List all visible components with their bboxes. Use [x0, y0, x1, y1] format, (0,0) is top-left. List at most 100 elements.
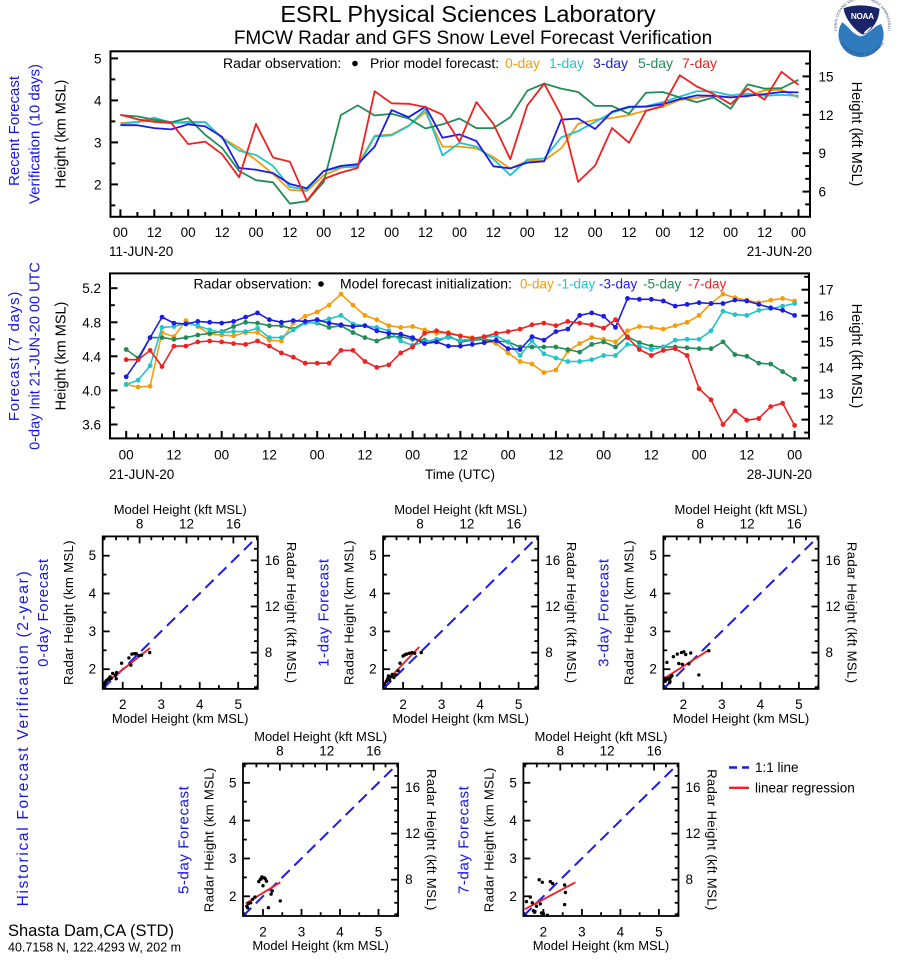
svg-text:5: 5	[649, 548, 657, 563]
svg-text:5: 5	[795, 697, 803, 712]
svg-text:12: 12	[686, 826, 701, 841]
svg-text:8: 8	[557, 744, 565, 759]
svg-text:00: 00	[588, 225, 603, 240]
svg-text:4: 4	[617, 924, 625, 939]
svg-text:Radar Height (kft MSL): Radar Height (kft MSL)	[705, 769, 720, 910]
svg-text:12: 12	[350, 225, 365, 240]
svg-text:16: 16	[787, 517, 802, 532]
svg-text:4: 4	[94, 93, 102, 108]
svg-text:Radar Height (kft MSL): Radar Height (kft MSL)	[564, 542, 579, 683]
svg-text:5: 5	[369, 548, 377, 563]
svg-text:5: 5	[655, 924, 663, 939]
svg-text:12: 12	[319, 744, 334, 759]
svg-text:3: 3	[298, 924, 306, 939]
svg-text:2: 2	[509, 889, 517, 904]
svg-text:16: 16	[265, 553, 280, 568]
svg-text:3: 3	[718, 697, 726, 712]
svg-text:00: 00	[113, 225, 128, 240]
svg-text:00: 00	[119, 448, 134, 463]
svg-text:Historical Forecast Verificati: Historical Forecast Verification (2-year…	[15, 570, 32, 907]
svg-text:3: 3	[578, 924, 586, 939]
svg-text:8: 8	[405, 872, 413, 887]
svg-text:-3-day: -3-day	[599, 277, 638, 292]
svg-text:28-JUN-20: 28-JUN-20	[747, 467, 812, 482]
svg-text:12: 12	[757, 225, 772, 240]
svg-text:4: 4	[229, 813, 237, 828]
svg-text:7-day: 7-day	[682, 55, 717, 71]
svg-text:00: 00	[316, 225, 331, 240]
svg-text:12: 12	[147, 225, 162, 240]
svg-text:16: 16	[826, 553, 841, 568]
svg-text:Model Height (km MSL): Model Height (km MSL)	[533, 938, 670, 953]
svg-text:21-JUN-20: 21-JUN-20	[747, 244, 812, 259]
svg-text:2: 2	[94, 177, 102, 192]
svg-text:3: 3	[509, 851, 517, 866]
svg-text:00: 00	[384, 225, 399, 240]
svg-text:3: 3	[649, 624, 657, 639]
svg-text:12: 12	[554, 225, 569, 240]
svg-text:12: 12	[418, 225, 433, 240]
svg-text:16: 16	[819, 309, 834, 324]
svg-text:13: 13	[819, 387, 834, 402]
svg-text:8: 8	[276, 744, 284, 759]
svg-text:Model Height (km MSL): Model Height (km MSL)	[673, 711, 810, 726]
svg-text:0-day: 0-day	[505, 55, 540, 71]
svg-text:00: 00	[248, 225, 263, 240]
svg-text:Model Height (kft MSL): Model Height (kft MSL)	[394, 502, 527, 517]
svg-text:16: 16	[647, 744, 662, 759]
svg-text:12: 12	[826, 599, 841, 614]
svg-text:4: 4	[509, 813, 517, 828]
svg-text:Forecast (7 days): Forecast (7 days)	[6, 291, 23, 421]
svg-text:2: 2	[259, 924, 267, 939]
svg-text:linear regression: linear regression	[755, 781, 855, 796]
svg-text:4: 4	[476, 697, 484, 712]
svg-text:-7-day: -7-day	[688, 277, 727, 292]
svg-text:5: 5	[229, 775, 237, 790]
svg-text:5.2: 5.2	[82, 281, 101, 296]
svg-text:Model Height (kft MSL): Model Height (kft MSL)	[254, 729, 387, 744]
svg-text:Model Height (kft MSL): Model Height (kft MSL)	[535, 729, 668, 744]
svg-text:0-day Forecast: 0-day Forecast	[35, 558, 52, 667]
svg-text:12: 12	[644, 448, 659, 463]
svg-text:12: 12	[545, 599, 560, 614]
svg-text:12: 12	[819, 108, 834, 123]
svg-text:8: 8	[686, 872, 694, 887]
svg-text:3: 3	[157, 697, 165, 712]
svg-text:15: 15	[819, 335, 834, 350]
svg-text:Height (km MSL): Height (km MSL)	[54, 80, 70, 189]
svg-text:12: 12	[739, 448, 754, 463]
svg-text:14: 14	[819, 361, 835, 376]
svg-text:2: 2	[649, 662, 657, 677]
svg-text:00: 00	[692, 448, 707, 463]
svg-text:00: 00	[596, 448, 611, 463]
svg-text:16: 16	[686, 780, 701, 795]
svg-text:16: 16	[545, 553, 560, 568]
svg-text:Model Height (km MSL): Model Height (km MSL)	[112, 711, 249, 726]
svg-text:2: 2	[369, 662, 377, 677]
svg-text:Radar Height (km MSL): Radar Height (km MSL)	[341, 540, 356, 685]
svg-text:8: 8	[697, 517, 705, 532]
svg-text:FMCW Radar and GFS Snow Level: FMCW Radar and GFS Snow Level Forecast V…	[234, 28, 712, 49]
svg-text:Radar Height (km MSL): Radar Height (km MSL)	[61, 540, 76, 685]
svg-text:Radar Height (kft MSL): Radar Height (kft MSL)	[424, 769, 439, 910]
svg-text:11-JUN-20: 11-JUN-20	[109, 244, 173, 259]
svg-text:00: 00	[181, 225, 196, 240]
svg-text:9: 9	[819, 146, 827, 161]
svg-text:12: 12	[621, 225, 636, 240]
svg-text:5: 5	[515, 697, 523, 712]
svg-text:8: 8	[416, 517, 424, 532]
svg-text:Prior model forecast:: Prior model forecast:	[370, 55, 499, 71]
svg-text:12: 12	[689, 225, 704, 240]
svg-text:5: 5	[509, 775, 517, 790]
svg-text:2: 2	[119, 697, 127, 712]
svg-text:8: 8	[265, 645, 273, 660]
svg-text:15: 15	[819, 69, 834, 84]
svg-text:2: 2	[680, 697, 688, 712]
svg-text:Recent Forecast: Recent Forecast	[6, 75, 23, 186]
svg-text:00: 00	[787, 448, 802, 463]
svg-text:3: 3	[94, 135, 102, 150]
svg-text:00: 00	[214, 448, 229, 463]
svg-text:12: 12	[740, 517, 755, 532]
svg-text:00: 00	[310, 448, 325, 463]
svg-text:5: 5	[234, 697, 242, 712]
